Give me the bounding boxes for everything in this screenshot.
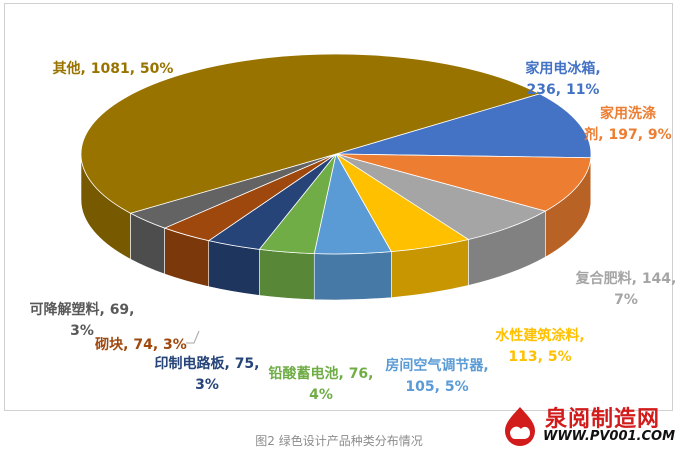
leader-line-8 (186, 330, 200, 344)
data-label-7: 印制电路板, 75, 3% (155, 355, 260, 393)
pie-slice-1 (335, 93, 592, 159)
pie-side-walls (80, 153, 592, 301)
data-label-5: 房间空气调节器, 105, 5% (385, 357, 488, 395)
data-label-1: 家用电冰箱, 236, 11% (525, 60, 600, 98)
cloud-drop-logo-icon (505, 407, 535, 446)
site-watermark: 泉阅制造网 WWW.PV001.COM (497, 403, 675, 453)
data-label-2: 家用洗涤剂, 197, 9% (584, 105, 671, 143)
chart-caption: 图2 绿色设计产品种类分布情况 (255, 434, 423, 448)
pie-top-faces (80, 53, 592, 255)
watermark-title: 泉阅制造网 (545, 407, 661, 432)
data-label-6: 铅酸蓄电池, 76, 4% (268, 365, 374, 403)
data-label-8: 砌块, 74, 3% (94, 337, 187, 353)
data-label-3: 复合肥料, 144, 7% (575, 270, 677, 308)
data-label-9: 可降解塑料, 69, 3% (30, 301, 135, 339)
watermark-url: WWW.PV001.COM (543, 429, 676, 444)
pie-side-6 (259, 249, 315, 300)
pie-side-7 (208, 240, 260, 296)
data-label-4: 水性建筑涂料, 113, 5% (495, 327, 584, 365)
pie-slice-10 (80, 53, 541, 214)
pie-slice-2 (335, 153, 592, 212)
pie-side-5 (313, 251, 392, 301)
data-label-10: 其他, 1081, 50% (53, 60, 174, 77)
data-labels: 家用电冰箱, 236, 11% 家用洗涤剂, 197, 9% 复合肥料, 144, 7%… (30, 60, 677, 403)
